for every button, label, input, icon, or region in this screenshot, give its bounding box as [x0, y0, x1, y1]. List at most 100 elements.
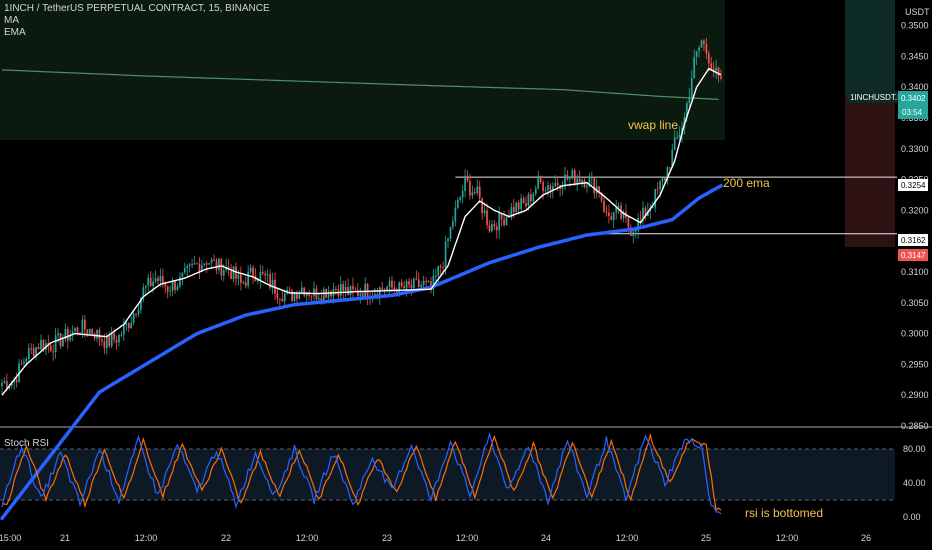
- candle-body: [110, 333, 113, 347]
- time-tick-label: 24: [541, 533, 551, 543]
- candle-body: [339, 284, 342, 296]
- candle-body: [551, 186, 554, 191]
- candle-body: [578, 178, 581, 183]
- candle-body: [147, 277, 150, 286]
- candle-body: [298, 293, 301, 299]
- candle-body: [356, 289, 359, 296]
- annotation-ema: 200 ema: [723, 176, 770, 190]
- candle-body: [710, 63, 713, 69]
- candle-body: [566, 174, 569, 180]
- candle-body: [201, 265, 203, 272]
- price-tick-label: 0.3200: [901, 205, 929, 215]
- price-tick-label: 0.3000: [901, 329, 929, 339]
- candle-body: [422, 280, 425, 285]
- time-tick-label: 23: [382, 533, 392, 543]
- candle-body: [478, 186, 481, 199]
- candle-body: [169, 290, 172, 292]
- candle-body: [593, 177, 596, 194]
- candle-body: [666, 167, 669, 181]
- candle-body: [403, 286, 406, 289]
- candle-body: [671, 149, 674, 168]
- candle-body: [166, 286, 169, 292]
- stoch-tick-label: 80.00: [903, 444, 926, 454]
- indicator-ema-label[interactable]: EMA: [4, 27, 26, 38]
- candle-body: [240, 274, 242, 283]
- candle-body: [244, 282, 247, 286]
- candle-body: [103, 341, 106, 349]
- candle-body: [471, 192, 474, 196]
- candle-body: [654, 188, 657, 208]
- candle-body: [605, 211, 608, 213]
- candle-body: [469, 181, 471, 196]
- level-tag-3: 0.3147: [898, 249, 928, 261]
- candle-body: [639, 218, 642, 220]
- candle-body: [522, 198, 525, 204]
- time-tick-label: 22: [221, 533, 231, 543]
- candle-body: [113, 333, 115, 340]
- candle-body: [427, 281, 430, 283]
- candle-body: [378, 287, 381, 298]
- candle-body: [140, 297, 142, 310]
- price-tick-label: 0.3500: [901, 21, 929, 31]
- candle-body: [20, 363, 23, 365]
- candle-body: [69, 334, 72, 341]
- candle-body: [461, 191, 464, 198]
- price-tick-label: 0.2950: [901, 359, 929, 369]
- price-tick-label: 0.2850: [901, 421, 929, 431]
- candle-body: [142, 287, 145, 298]
- candle-body: [266, 274, 269, 276]
- candle-body: [430, 281, 432, 290]
- candle-body: [84, 319, 86, 330]
- candle-body: [62, 339, 64, 347]
- candle-body: [308, 292, 310, 296]
- candle-body: [198, 263, 201, 272]
- indicator-ma-label[interactable]: MA: [4, 15, 19, 26]
- candle-body: [327, 291, 330, 298]
- candle-body: [171, 280, 174, 291]
- candle-body: [464, 176, 466, 192]
- candle-body: [215, 260, 218, 270]
- candle-body: [23, 361, 25, 364]
- candle-body: [483, 210, 486, 214]
- candle-body: [415, 278, 418, 280]
- candle-body: [149, 277, 152, 287]
- candle-body: [456, 199, 459, 208]
- candle-body: [690, 78, 693, 97]
- candle-body: [183, 268, 186, 273]
- candle-body: [98, 329, 101, 340]
- candle-body: [695, 51, 698, 57]
- candle-body: [64, 328, 67, 340]
- price-tick-label: 0.3400: [901, 82, 929, 92]
- candle-body: [569, 176, 571, 180]
- candle-body: [386, 286, 388, 291]
- candle-body: [554, 183, 557, 187]
- candle-body: [454, 207, 457, 222]
- candle-body: [495, 226, 498, 231]
- candle-body: [564, 174, 566, 188]
- candle-body: [547, 185, 549, 191]
- candle-body: [361, 293, 364, 298]
- candle-body: [120, 334, 123, 336]
- candle-body: [349, 286, 352, 296]
- candle-body: [627, 217, 630, 228]
- svg-text:0.3162: 0.3162: [901, 236, 926, 245]
- candle-body: [676, 136, 678, 138]
- candle-body: [452, 221, 454, 228]
- candle-body: [37, 346, 40, 350]
- price-tick-label: 0.3300: [901, 144, 929, 154]
- candle-body: [32, 348, 35, 357]
- candle-body: [576, 178, 579, 184]
- candle-body: [447, 238, 449, 242]
- candle-body: [405, 281, 408, 289]
- candle-body: [393, 287, 396, 290]
- candle-body: [359, 293, 362, 296]
- candle-body: [174, 280, 176, 291]
- candle-body: [181, 272, 184, 277]
- stoch-rsi-label[interactable]: Stoch RSI: [4, 438, 50, 449]
- currency-label: USDT: [905, 7, 930, 17]
- symbol-price-tag: 1INCHUSDT.P 0.3402 03:54: [847, 91, 928, 119]
- candle-body: [269, 274, 271, 288]
- candle-body: [608, 212, 610, 217]
- ma-line: [1, 67, 722, 396]
